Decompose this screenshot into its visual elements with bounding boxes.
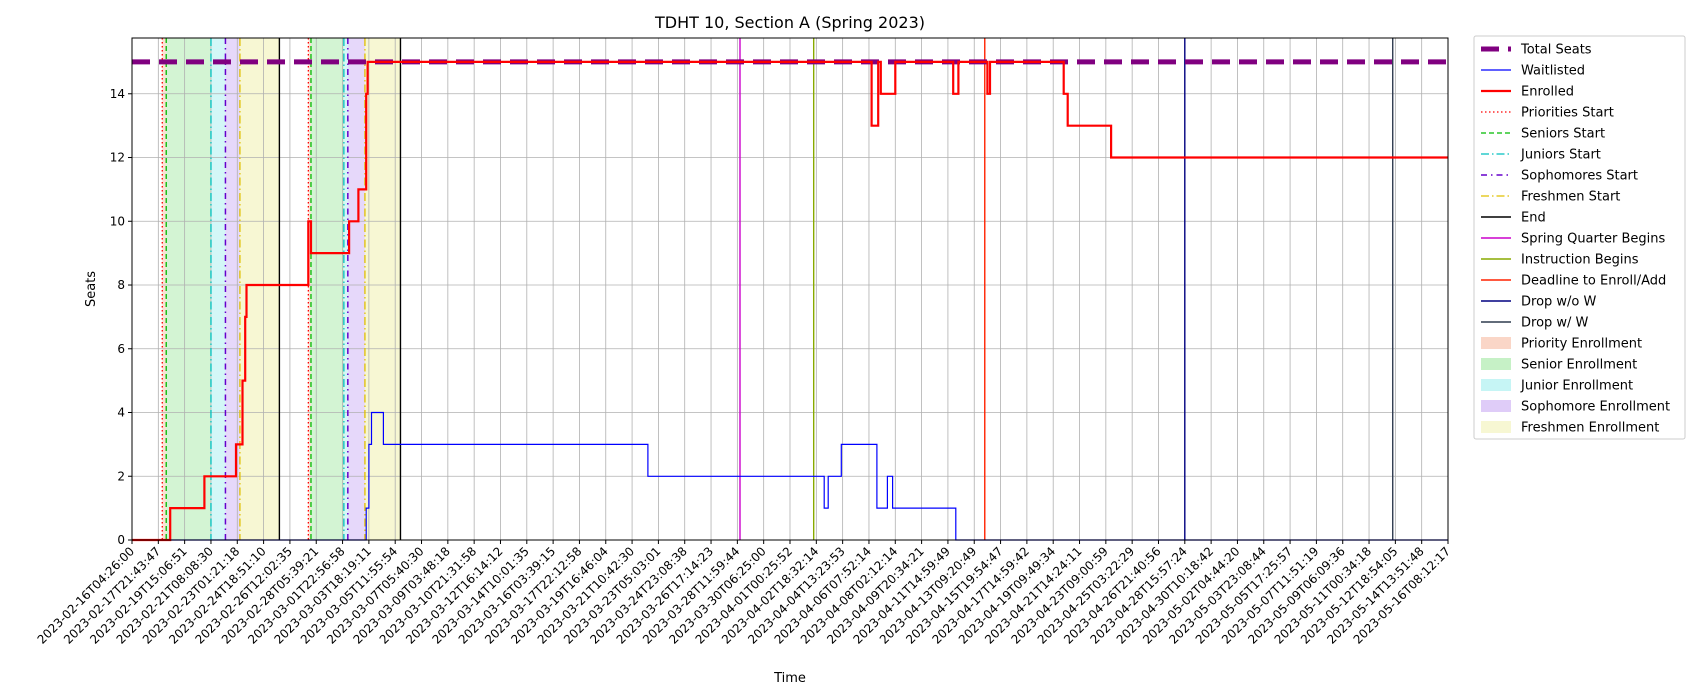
legend-label: Sophomores Start	[1521, 169, 1638, 184]
legend-label: Freshmen Start	[1521, 190, 1620, 205]
legend-label: End	[1521, 211, 1546, 226]
legend: Total Seats Waitlisted Enrolled Priorities …	[1473, 35, 1686, 440]
y-axis: 0 2 4 6 8 10 12 14	[110, 87, 132, 547]
y-tick-label: 2	[117, 469, 125, 483]
legend-frame	[1473, 35, 1686, 440]
event-lines	[161, 38, 1394, 540]
x-axis-label: Time	[773, 671, 806, 686]
y-tick-label: 14	[110, 87, 125, 101]
legend-label: Junior Enrollment	[1520, 379, 1633, 394]
legend-label: Seniors Start	[1521, 127, 1605, 142]
chart-title: TDHT 10, Section A (Spring 2023)	[654, 13, 925, 32]
legend-label: Spring Quarter Begins	[1521, 232, 1665, 247]
y-tick-label: 0	[117, 533, 125, 547]
legend-label: Priorities Start	[1521, 106, 1614, 121]
legend-label: Drop w/ W	[1521, 316, 1589, 331]
legend-swatch	[1481, 358, 1511, 370]
plot-area	[131, 37, 1449, 542]
legend-label: Juniors Start	[1520, 148, 1601, 163]
legend-label: Drop w/o W	[1521, 295, 1597, 310]
data-series	[132, 59, 1448, 542]
legend-label: Enrolled	[1521, 85, 1574, 100]
legend-swatch	[1481, 400, 1511, 412]
legend-swatch	[1481, 337, 1511, 349]
legend-label: Sophomore Enrollment	[1521, 400, 1670, 415]
shaded-region	[364, 38, 401, 540]
shaded-region	[308, 38, 311, 540]
legend-swatch	[1481, 379, 1511, 391]
shaded-region	[225, 38, 240, 540]
y-tick-label: 10	[110, 214, 125, 228]
y-tick-label: 6	[117, 342, 125, 356]
shaded-region	[162, 38, 167, 540]
legend-label: Deadline to Enroll/Add	[1521, 274, 1666, 289]
series-line	[132, 60, 1448, 542]
legend-label: Freshmen Enrollment	[1521, 421, 1659, 436]
legend-label: Senior Enrollment	[1521, 358, 1637, 373]
series-line	[132, 411, 1448, 541]
y-tick-label: 12	[110, 151, 125, 165]
legend-label: Instruction Begins	[1521, 253, 1639, 268]
legend-swatch	[1481, 421, 1511, 433]
legend-label: Waitlisted	[1521, 64, 1585, 79]
shaded-region	[343, 38, 348, 540]
shaded-region	[210, 38, 226, 540]
y-axis-label: Seats	[84, 271, 99, 307]
shaded-region	[166, 38, 211, 540]
shaded-region	[347, 38, 365, 540]
legend-label: Total Seats	[1520, 43, 1592, 58]
y-tick-label: 4	[117, 406, 125, 420]
legend-label: Priority Enrollment	[1521, 337, 1642, 352]
shaded-regions	[162, 38, 401, 540]
y-tick-label: 8	[117, 278, 125, 292]
